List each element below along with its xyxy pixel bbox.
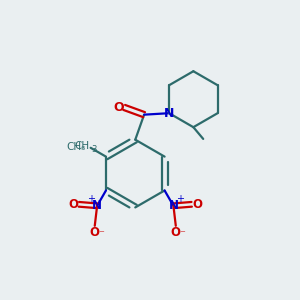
Text: O: O: [90, 226, 100, 239]
Text: O: O: [114, 101, 124, 114]
Text: N: N: [92, 199, 102, 212]
Text: +: +: [176, 194, 184, 204]
Text: 3: 3: [92, 145, 97, 154]
Text: ⁻: ⁻: [179, 230, 185, 240]
Text: ⁻: ⁻: [98, 230, 104, 240]
Text: +: +: [87, 194, 94, 204]
Text: CH₃: CH₃: [66, 142, 86, 152]
Text: O: O: [193, 198, 202, 211]
Text: N: N: [168, 199, 178, 212]
Text: O: O: [68, 198, 78, 211]
Text: O: O: [171, 226, 181, 239]
Text: CH: CH: [75, 141, 90, 151]
Text: N: N: [164, 107, 174, 120]
